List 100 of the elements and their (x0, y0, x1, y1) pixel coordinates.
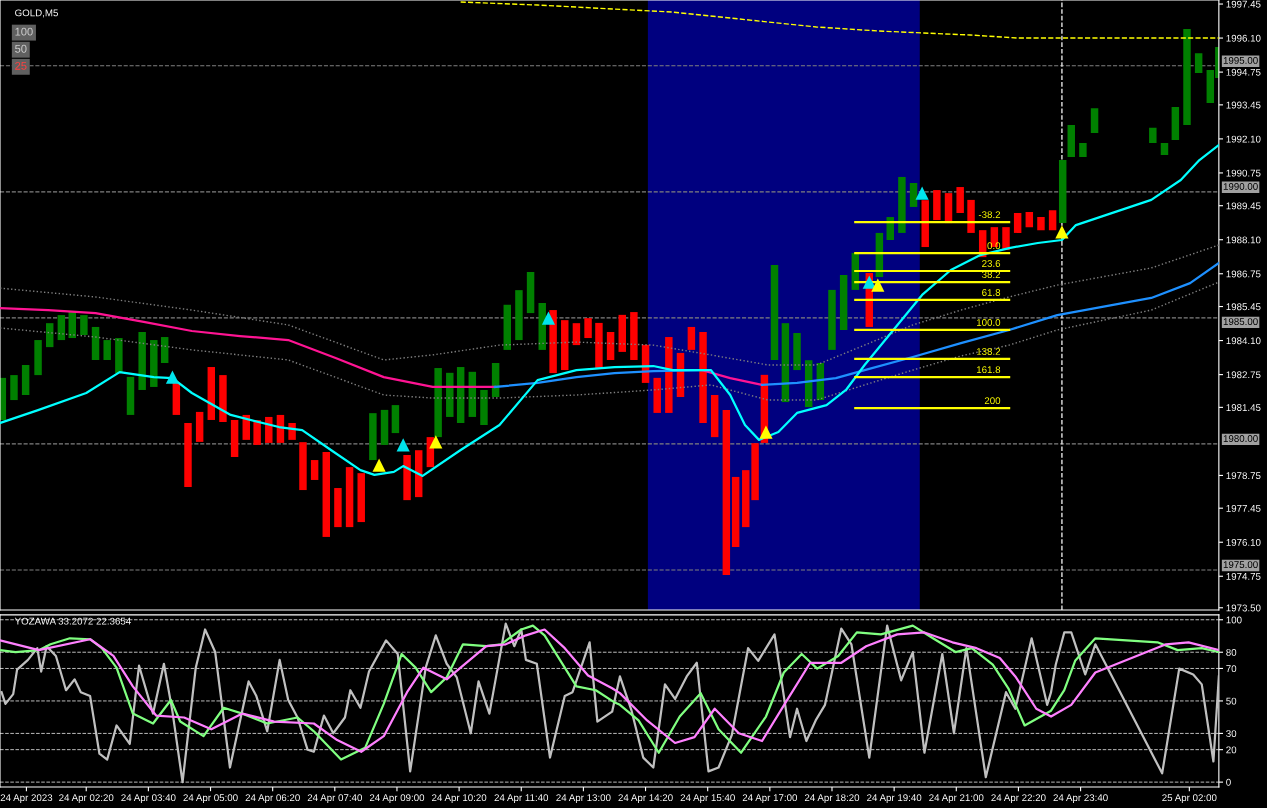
y-tick-label: 1974.75 (1226, 572, 1261, 580)
bar (345, 467, 354, 528)
point (396, 438, 410, 452)
y-tick-label: 1996.10 (1226, 34, 1261, 42)
point (541, 311, 556, 325)
bar (126, 376, 135, 415)
point (871, 278, 885, 292)
y-tick-label: 1986.75 (1226, 270, 1261, 278)
bar (742, 470, 750, 528)
bar (380, 409, 389, 445)
y-tick-label: 1988.10 (1226, 236, 1261, 244)
bar (967, 199, 975, 233)
bar (770, 264, 779, 360)
y-tick-label: 1973.50 (1226, 604, 1261, 612)
x-tick-label: 24 Apr 02:20 (59, 794, 114, 803)
y-tick-label: 1993.45 (1226, 101, 1261, 109)
y-tick-label: 70 (1226, 665, 1237, 673)
bar (1160, 142, 1169, 156)
bar (933, 190, 941, 221)
bar (653, 377, 661, 413)
annotation: 138.2 (976, 348, 1001, 355)
bar (219, 375, 227, 422)
bar (195, 411, 204, 442)
y-tick-label: 0 (1226, 778, 1231, 786)
bar (172, 382, 181, 415)
bar (391, 405, 400, 434)
x-tick-label: 24 Apr 07:40 (307, 794, 363, 803)
point (915, 186, 929, 200)
x-tick-label: 24 Apr 05:00 (183, 794, 238, 803)
bar (909, 183, 918, 207)
bar (630, 312, 638, 360)
point (372, 458, 386, 472)
bar (150, 340, 158, 387)
bar (1183, 28, 1191, 126)
bar (572, 323, 581, 346)
x-tick-label: 24 Apr 11:40 (494, 794, 549, 803)
bar (526, 272, 535, 314)
bar (369, 413, 377, 461)
bar (1025, 212, 1034, 228)
x-tick-label: 24 Apr 06:20 (245, 794, 300, 803)
bar (230, 419, 239, 458)
bar (403, 455, 411, 501)
bar (21, 365, 30, 396)
ref-line-label: 1990.00 (1223, 183, 1258, 190)
bar (1002, 227, 1010, 251)
y-tick-label: 1981.45 (1226, 404, 1261, 411)
y-tick-label: 30 (1226, 730, 1237, 738)
x-tick-label: 24 Apr 17:00 (742, 794, 798, 803)
bar (549, 310, 557, 374)
bar (606, 331, 615, 360)
y-tick-label: 1977.45 (1226, 504, 1261, 512)
annotation: 23.6 (982, 260, 1001, 267)
bar (921, 200, 929, 248)
y-tick-label: 1978.75 (1226, 472, 1261, 480)
ref-line-label: 1995.00 (1223, 56, 1258, 64)
bar (45, 323, 54, 348)
bar (322, 451, 330, 537)
bar (751, 443, 759, 501)
bar (595, 322, 603, 369)
bar (253, 419, 261, 445)
bar (1013, 213, 1022, 233)
y-tick-label: 80 (1226, 648, 1237, 656)
x-tick-label: 24 Apr 18:20 (804, 794, 860, 803)
bar (687, 326, 696, 350)
y-tick-label: 1982.75 (1226, 371, 1261, 379)
bar (1090, 108, 1099, 134)
annotation: 0.0 (987, 242, 1001, 250)
bar (1048, 210, 1057, 231)
text: GOLD,M5 (15, 9, 58, 18)
bar (115, 338, 123, 374)
bar (357, 473, 365, 523)
bar (1149, 127, 1157, 143)
annotation: 200 (984, 397, 1001, 405)
bar (138, 331, 146, 390)
bar (828, 289, 836, 350)
y-tick-label: 20 (1226, 746, 1237, 754)
annotation: 50 (15, 44, 27, 53)
y-tick-label: 1992.10 (1226, 135, 1261, 143)
point (862, 275, 876, 289)
x-tick-label: 24 Apr 10:20 (432, 794, 487, 803)
x-tick-label: 24 Apr 15:40 (680, 794, 735, 803)
bar (722, 409, 731, 575)
line-series (0, 143, 1219, 478)
bar (839, 275, 848, 330)
bar (434, 368, 442, 438)
y-tick-label: 1976.10 (1226, 538, 1261, 546)
bar (699, 331, 707, 423)
bar (480, 389, 488, 426)
bar (1058, 160, 1067, 224)
x-tick-label: 24 Apr 13:00 (556, 794, 611, 803)
bar (1194, 53, 1203, 74)
bar (710, 395, 719, 438)
bar (898, 176, 906, 233)
y-tick-label: 1984.10 (1226, 337, 1261, 345)
bar (310, 460, 319, 480)
annotation: 100.0 (976, 319, 1001, 326)
bar (91, 326, 100, 360)
bar (265, 416, 273, 443)
x-tick-label: 24 Apr 03:40 (121, 794, 176, 803)
bar (103, 340, 111, 360)
